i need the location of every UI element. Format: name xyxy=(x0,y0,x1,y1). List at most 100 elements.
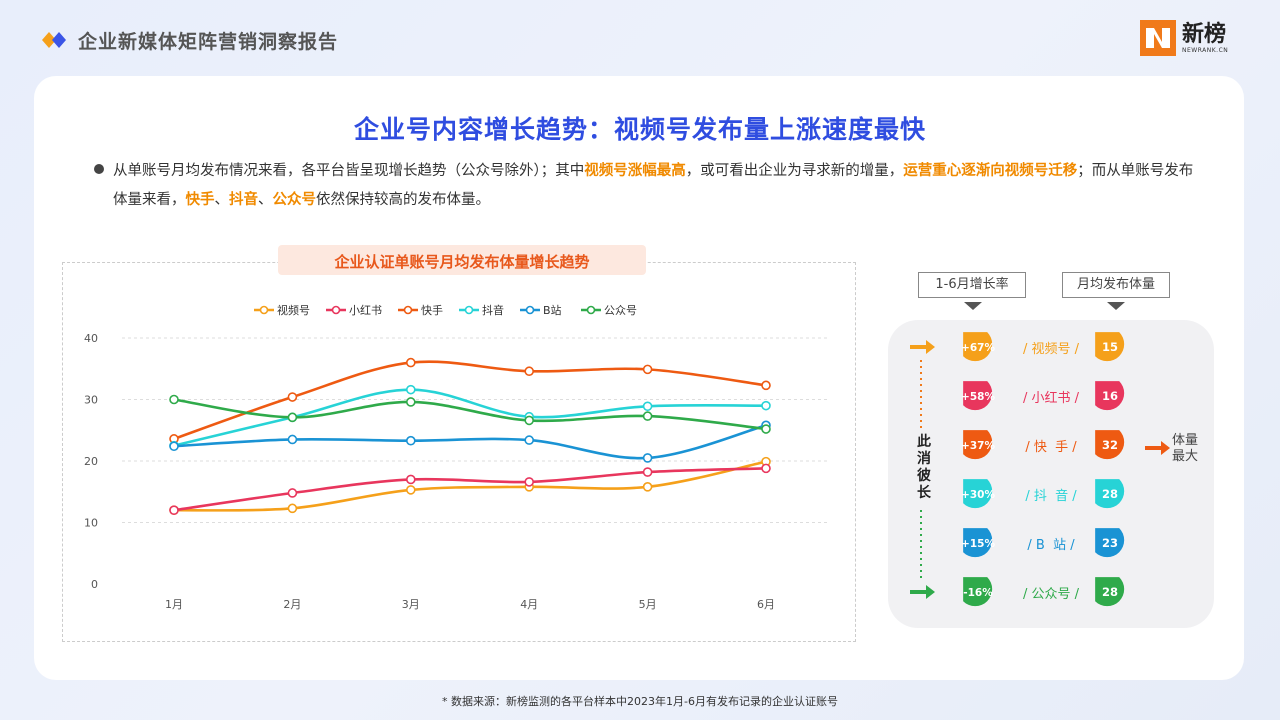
series-line-小红书 xyxy=(173,467,767,512)
growth-rate-badge: +58% xyxy=(955,373,1001,423)
legend-marker xyxy=(586,305,596,315)
growth-header-pointer xyxy=(964,302,982,310)
highlight-video: 视频号涨幅最高 xyxy=(584,163,686,179)
growth-rate-badge: -16% xyxy=(955,569,1001,619)
data-point-B站 xyxy=(405,435,416,446)
volume-drop: 15 xyxy=(1095,332,1125,362)
x-tick-label: 4月 xyxy=(520,598,538,611)
platform-name: / 小红书 / xyxy=(1022,391,1080,406)
legend-label: 公众号 xyxy=(604,304,637,317)
data-point-公众号 xyxy=(642,411,653,421)
legend-marker xyxy=(259,305,269,315)
data-source-note: * 数据来源：新榜监测的各平台样本中2023年1月-6月有发布记录的企业认证账号 xyxy=(442,695,838,708)
data-point-快手 xyxy=(642,364,653,375)
growth-rate-badge: +37% xyxy=(955,422,1001,472)
max-volume-arrow-icon xyxy=(1145,441,1170,455)
volume-header-pointer xyxy=(1107,302,1125,310)
growth-rate-drop: +15% xyxy=(961,528,995,558)
data-point-小红书 xyxy=(169,505,179,515)
data-point-公众号 xyxy=(287,412,298,423)
data-point-公众号 xyxy=(761,424,771,434)
highlight-shift: 运营重心逐渐向视频号迁移 xyxy=(903,163,1078,179)
platform-name: / 公众号 / xyxy=(1022,587,1080,602)
data-point-视频号 xyxy=(642,482,653,492)
up-arrow-icon xyxy=(910,340,935,354)
growth-rate-drop: +30% xyxy=(961,479,995,509)
data-point-快手 xyxy=(287,392,298,402)
volume-badge: 28 xyxy=(1087,569,1133,619)
growth-rate-header: 1-6月增长率 xyxy=(918,272,1026,298)
svg-text:23: 23 xyxy=(1102,536,1118,550)
data-point-小红书 xyxy=(524,477,535,487)
line-chart: 0 10 20 30 40 1月 2月 3月 4月 5月 6月 视频号 小红书 快手 抖音 B站 公众号 xyxy=(84,303,828,611)
data-point-快手 xyxy=(761,380,771,391)
highlight-kuaishou: 快手 xyxy=(185,192,215,208)
svg-text:28: 28 xyxy=(1102,585,1118,599)
data-point-B站 xyxy=(524,435,535,445)
volume-badge: 23 xyxy=(1087,520,1133,570)
report-title: 企业新媒体矩阵营销洞察报告 xyxy=(78,31,339,53)
newrank-logo-icon xyxy=(1140,20,1176,56)
platform-row: +67% / 视频号 / 15 xyxy=(955,324,1135,370)
volume-drop: 23 xyxy=(1095,528,1125,558)
volume-header: 月均发布体量 xyxy=(1062,272,1170,298)
growth-rate-drop: +58% xyxy=(961,381,995,411)
svg-text:+58%: +58% xyxy=(961,391,995,403)
volume-badge: 15 xyxy=(1087,324,1133,374)
y-tick-label: 30 xyxy=(84,394,98,407)
brand-logo: 新榜 NEWRANK.CN xyxy=(1140,20,1228,56)
largest-volume-note: 体量最大 xyxy=(1172,433,1199,464)
x-tick-label: 3月 xyxy=(402,598,420,611)
platform-name: / 快 手 / xyxy=(1025,440,1077,455)
data-point-公众号 xyxy=(524,415,535,426)
summary-paragraph: 从单账号月均发布情况来看，各平台皆呈现增长趋势（公众号除外）；其中视频号涨幅最高… xyxy=(113,163,1194,208)
data-point-小红书 xyxy=(405,474,416,485)
volume-badge: 16 xyxy=(1087,373,1133,423)
data-point-公众号 xyxy=(169,394,179,405)
growth-rate-drop: +37% xyxy=(961,430,995,460)
data-point-B站 xyxy=(169,441,179,452)
volume-drop: 32 xyxy=(1095,430,1125,460)
platform-name: / 视频号 / xyxy=(1022,342,1080,357)
slide-title: 企业号内容增长趋势：视频号发布量上涨速度最快 xyxy=(353,115,926,144)
brand-name: 新榜 xyxy=(1182,21,1227,47)
data-point-小红书 xyxy=(761,463,771,474)
growth-rate-badge: +30% xyxy=(955,471,1001,521)
svg-text:28: 28 xyxy=(1102,487,1118,501)
data-point-抖音 xyxy=(761,400,771,411)
platform-name: / B 站 / xyxy=(1027,538,1075,553)
volume-badge: 32 xyxy=(1087,422,1133,472)
platform-name: / 抖 音 / xyxy=(1025,489,1077,504)
down-arrow-icon xyxy=(910,585,935,599)
data-point-抖音 xyxy=(405,384,416,395)
data-point-视频号 xyxy=(287,503,298,514)
data-point-快手 xyxy=(405,357,416,368)
series-line-公众号 xyxy=(173,398,767,431)
y-tick-label: 0 xyxy=(91,578,98,591)
x-tick-label: 2月 xyxy=(283,598,301,611)
platform-row: +58% / 小红书 / 16 xyxy=(955,373,1135,419)
svg-text:+67%: +67% xyxy=(961,342,995,354)
data-point-抖音 xyxy=(642,401,653,412)
svg-text:16: 16 xyxy=(1102,389,1118,403)
data-point-B站 xyxy=(287,434,298,445)
x-tick-label: 5月 xyxy=(639,598,657,611)
series-line-抖音 xyxy=(173,388,767,447)
volume-drop: 28 xyxy=(1095,479,1125,509)
platform-row: -16% / 公众号 / 28 xyxy=(955,569,1135,615)
svg-text:15: 15 xyxy=(1102,340,1118,354)
bullet-dot xyxy=(94,164,104,174)
platform-row: +30% / 抖 音 / 28 xyxy=(955,471,1135,517)
highlight-wechat: 公众号 xyxy=(272,192,317,208)
series-line-视频号 xyxy=(173,460,767,512)
chart-title: 企业认证单账号月均发布体量增长趋势 xyxy=(334,253,590,271)
series-line-快手 xyxy=(173,360,767,441)
legend-label: B站 xyxy=(543,303,562,317)
legend-marker xyxy=(525,305,535,315)
x-tick-label: 1月 xyxy=(165,598,183,611)
volume-drop: 16 xyxy=(1095,381,1125,411)
y-tick-label: 20 xyxy=(84,455,98,468)
legend-label: 抖音 xyxy=(482,303,504,317)
volume-badge: 28 xyxy=(1087,471,1133,521)
svg-text:-16%: -16% xyxy=(963,587,993,599)
